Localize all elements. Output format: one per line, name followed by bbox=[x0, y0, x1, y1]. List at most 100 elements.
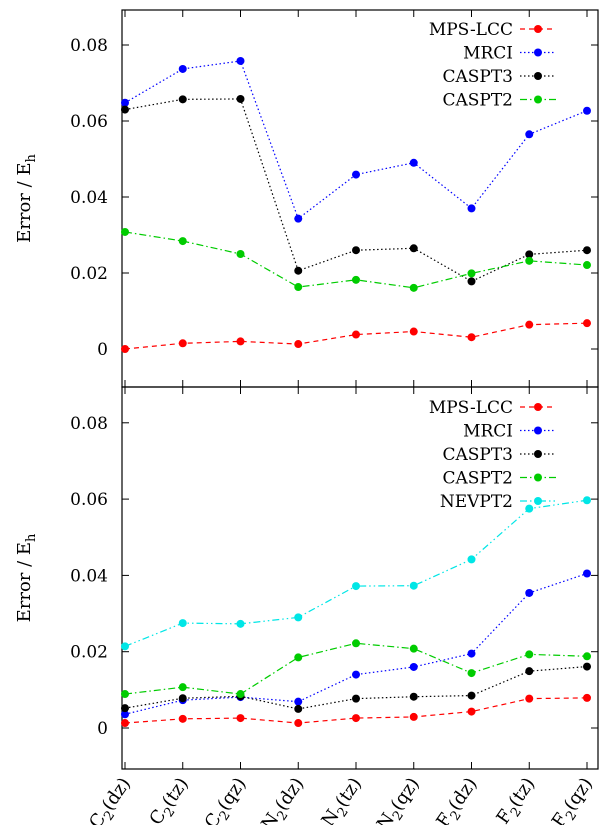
y-tick-label: 0.04 bbox=[70, 566, 108, 586]
x-tick-label: N2(dz) bbox=[257, 774, 311, 825]
data-point bbox=[467, 691, 476, 700]
data-point bbox=[294, 283, 303, 292]
series-mps-lcc bbox=[121, 319, 591, 353]
data-point bbox=[121, 105, 129, 114]
series-caspt3 bbox=[121, 94, 591, 286]
data-point bbox=[121, 690, 129, 699]
chart-panels: 0 0.02 0.04 0.06 0.08 Error / Eh MPS-LCC MRCI CA… bbox=[14, 9, 599, 770]
data-point bbox=[294, 653, 303, 662]
data-point bbox=[467, 269, 476, 278]
data-point bbox=[236, 619, 245, 628]
data-point bbox=[583, 569, 591, 578]
series-caspt3 bbox=[121, 662, 591, 713]
y-tick-label: 0.02 bbox=[70, 264, 108, 284]
legend-label: MRCI bbox=[463, 422, 513, 442]
x-tick-labels: C2(dz)C2(tz)C2(qz)N2(dz)N2(tz)N2(qz)F2(d… bbox=[85, 774, 601, 825]
legend-marker bbox=[534, 497, 542, 505]
data-point bbox=[121, 719, 129, 728]
data-point bbox=[352, 714, 360, 723]
data-point bbox=[409, 581, 418, 590]
data-point bbox=[409, 158, 418, 167]
x-tick-label: N2(qz) bbox=[373, 774, 427, 825]
series-caspt2 bbox=[121, 227, 591, 292]
legend-label: CASPT2 bbox=[442, 469, 513, 489]
legend-entry: MPS-LCC bbox=[429, 398, 556, 418]
data-point bbox=[294, 697, 303, 706]
legend-marker bbox=[534, 450, 542, 458]
data-point bbox=[525, 650, 534, 659]
data-point bbox=[409, 662, 418, 671]
x-tick-label: F2(dz) bbox=[432, 774, 485, 825]
data-point bbox=[525, 588, 534, 597]
data-point bbox=[409, 283, 418, 292]
legend-marker bbox=[534, 25, 542, 33]
data-point bbox=[525, 694, 534, 703]
data-point bbox=[294, 704, 303, 713]
data-point bbox=[409, 244, 418, 253]
data-point bbox=[352, 275, 360, 284]
legend-entry: CASPT2 bbox=[442, 469, 556, 489]
data-point bbox=[352, 670, 360, 679]
legend-entry: CASPT2 bbox=[442, 91, 556, 111]
legend-marker bbox=[534, 95, 542, 104]
data-point bbox=[294, 266, 303, 275]
series-mrci bbox=[121, 569, 591, 719]
x-tick-label: F2(tz) bbox=[493, 774, 543, 825]
data-point bbox=[467, 649, 476, 658]
series-line bbox=[124, 499, 588, 647]
data-point bbox=[178, 339, 187, 348]
x-tick-label: C2(tz) bbox=[145, 774, 196, 825]
panel-1: 0 0.02 0.04 0.06 0.08 Error / Eh MPS-LCC MRCI CA… bbox=[14, 9, 599, 388]
legend-label: CASPT2 bbox=[442, 91, 513, 111]
y-tick-label: 0.04 bbox=[70, 188, 108, 208]
data-point bbox=[583, 261, 591, 270]
y-tick-label: 0 bbox=[97, 340, 108, 360]
data-point bbox=[583, 106, 591, 115]
data-point bbox=[121, 98, 129, 107]
data-point bbox=[583, 662, 591, 671]
data-point bbox=[583, 496, 591, 505]
legend-label: NEVPT2 bbox=[440, 492, 513, 512]
data-point bbox=[525, 504, 534, 513]
legend-label: CASPT3 bbox=[442, 67, 513, 87]
data-point bbox=[352, 582, 360, 591]
series-line bbox=[124, 642, 588, 695]
data-point bbox=[467, 669, 476, 678]
data-point bbox=[178, 619, 187, 628]
data-point bbox=[409, 644, 418, 653]
y-axis-label: Error / Eh bbox=[14, 533, 39, 622]
y-tick-label: 0.08 bbox=[70, 414, 108, 434]
data-point bbox=[294, 613, 303, 622]
legend-label: MPS-LCC bbox=[429, 398, 513, 418]
y-tick-label: 0 bbox=[97, 719, 108, 739]
data-point bbox=[467, 333, 476, 342]
data-point bbox=[178, 237, 187, 246]
series-line bbox=[124, 322, 588, 350]
legend-marker bbox=[534, 473, 542, 482]
data-point bbox=[178, 714, 187, 723]
series-mps-lcc bbox=[121, 693, 591, 728]
legend-marker bbox=[534, 48, 542, 57]
data-point bbox=[467, 277, 476, 286]
data-point bbox=[121, 710, 129, 719]
legend-label: CASPT3 bbox=[442, 445, 513, 465]
data-point bbox=[236, 714, 245, 723]
data-point bbox=[525, 250, 534, 259]
series-line bbox=[124, 572, 588, 715]
legend-marker bbox=[534, 72, 542, 80]
data-point bbox=[583, 246, 591, 255]
y-tick-label: 0.02 bbox=[70, 643, 108, 663]
data-point bbox=[178, 64, 187, 73]
y-axis-label: Error / Eh bbox=[14, 153, 39, 242]
plot-frame bbox=[121, 9, 599, 388]
series-mrci bbox=[121, 56, 591, 223]
legend-entry: MPS-LCC bbox=[429, 20, 556, 40]
x-tick-label: C2(dz) bbox=[85, 774, 138, 825]
data-point bbox=[352, 330, 360, 339]
data-point bbox=[294, 719, 303, 728]
data-point bbox=[236, 56, 245, 65]
data-point bbox=[236, 337, 245, 346]
legend-label: MPS-LCC bbox=[429, 20, 513, 40]
x-tick-label: F2(qz) bbox=[548, 774, 601, 825]
